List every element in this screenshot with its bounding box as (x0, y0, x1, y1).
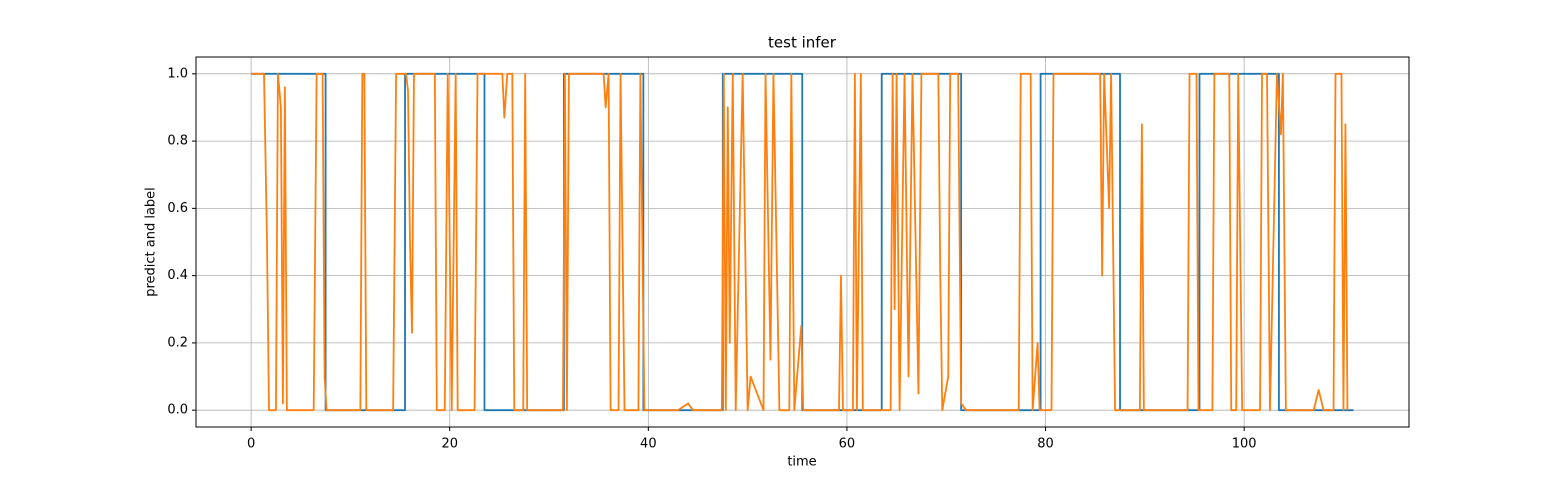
x-tick-label: 0 (247, 437, 255, 452)
chart-title: test infer (768, 34, 837, 52)
x-tick-label: 40 (640, 437, 657, 452)
x-axis-label: time (787, 455, 816, 470)
data-line (251, 72, 1349, 412)
x-tick-label: 80 (1037, 437, 1054, 452)
y-tick-label: 0.2 (167, 335, 188, 350)
x-tick-label: 100 (1232, 437, 1257, 452)
x-tick-label: 20 (441, 437, 458, 452)
x-tick-label: 60 (839, 437, 856, 452)
y-tick-label: 0.6 (167, 201, 188, 216)
y-tick-label: 0.4 (167, 268, 188, 283)
y-tick-label: 1.0 (167, 66, 188, 81)
y-axis-label: predict and label (144, 187, 159, 297)
y-tick-label: 0.8 (167, 134, 188, 149)
plot-frame (195, 56, 1410, 428)
y-tick-label: 0.0 (167, 403, 188, 418)
